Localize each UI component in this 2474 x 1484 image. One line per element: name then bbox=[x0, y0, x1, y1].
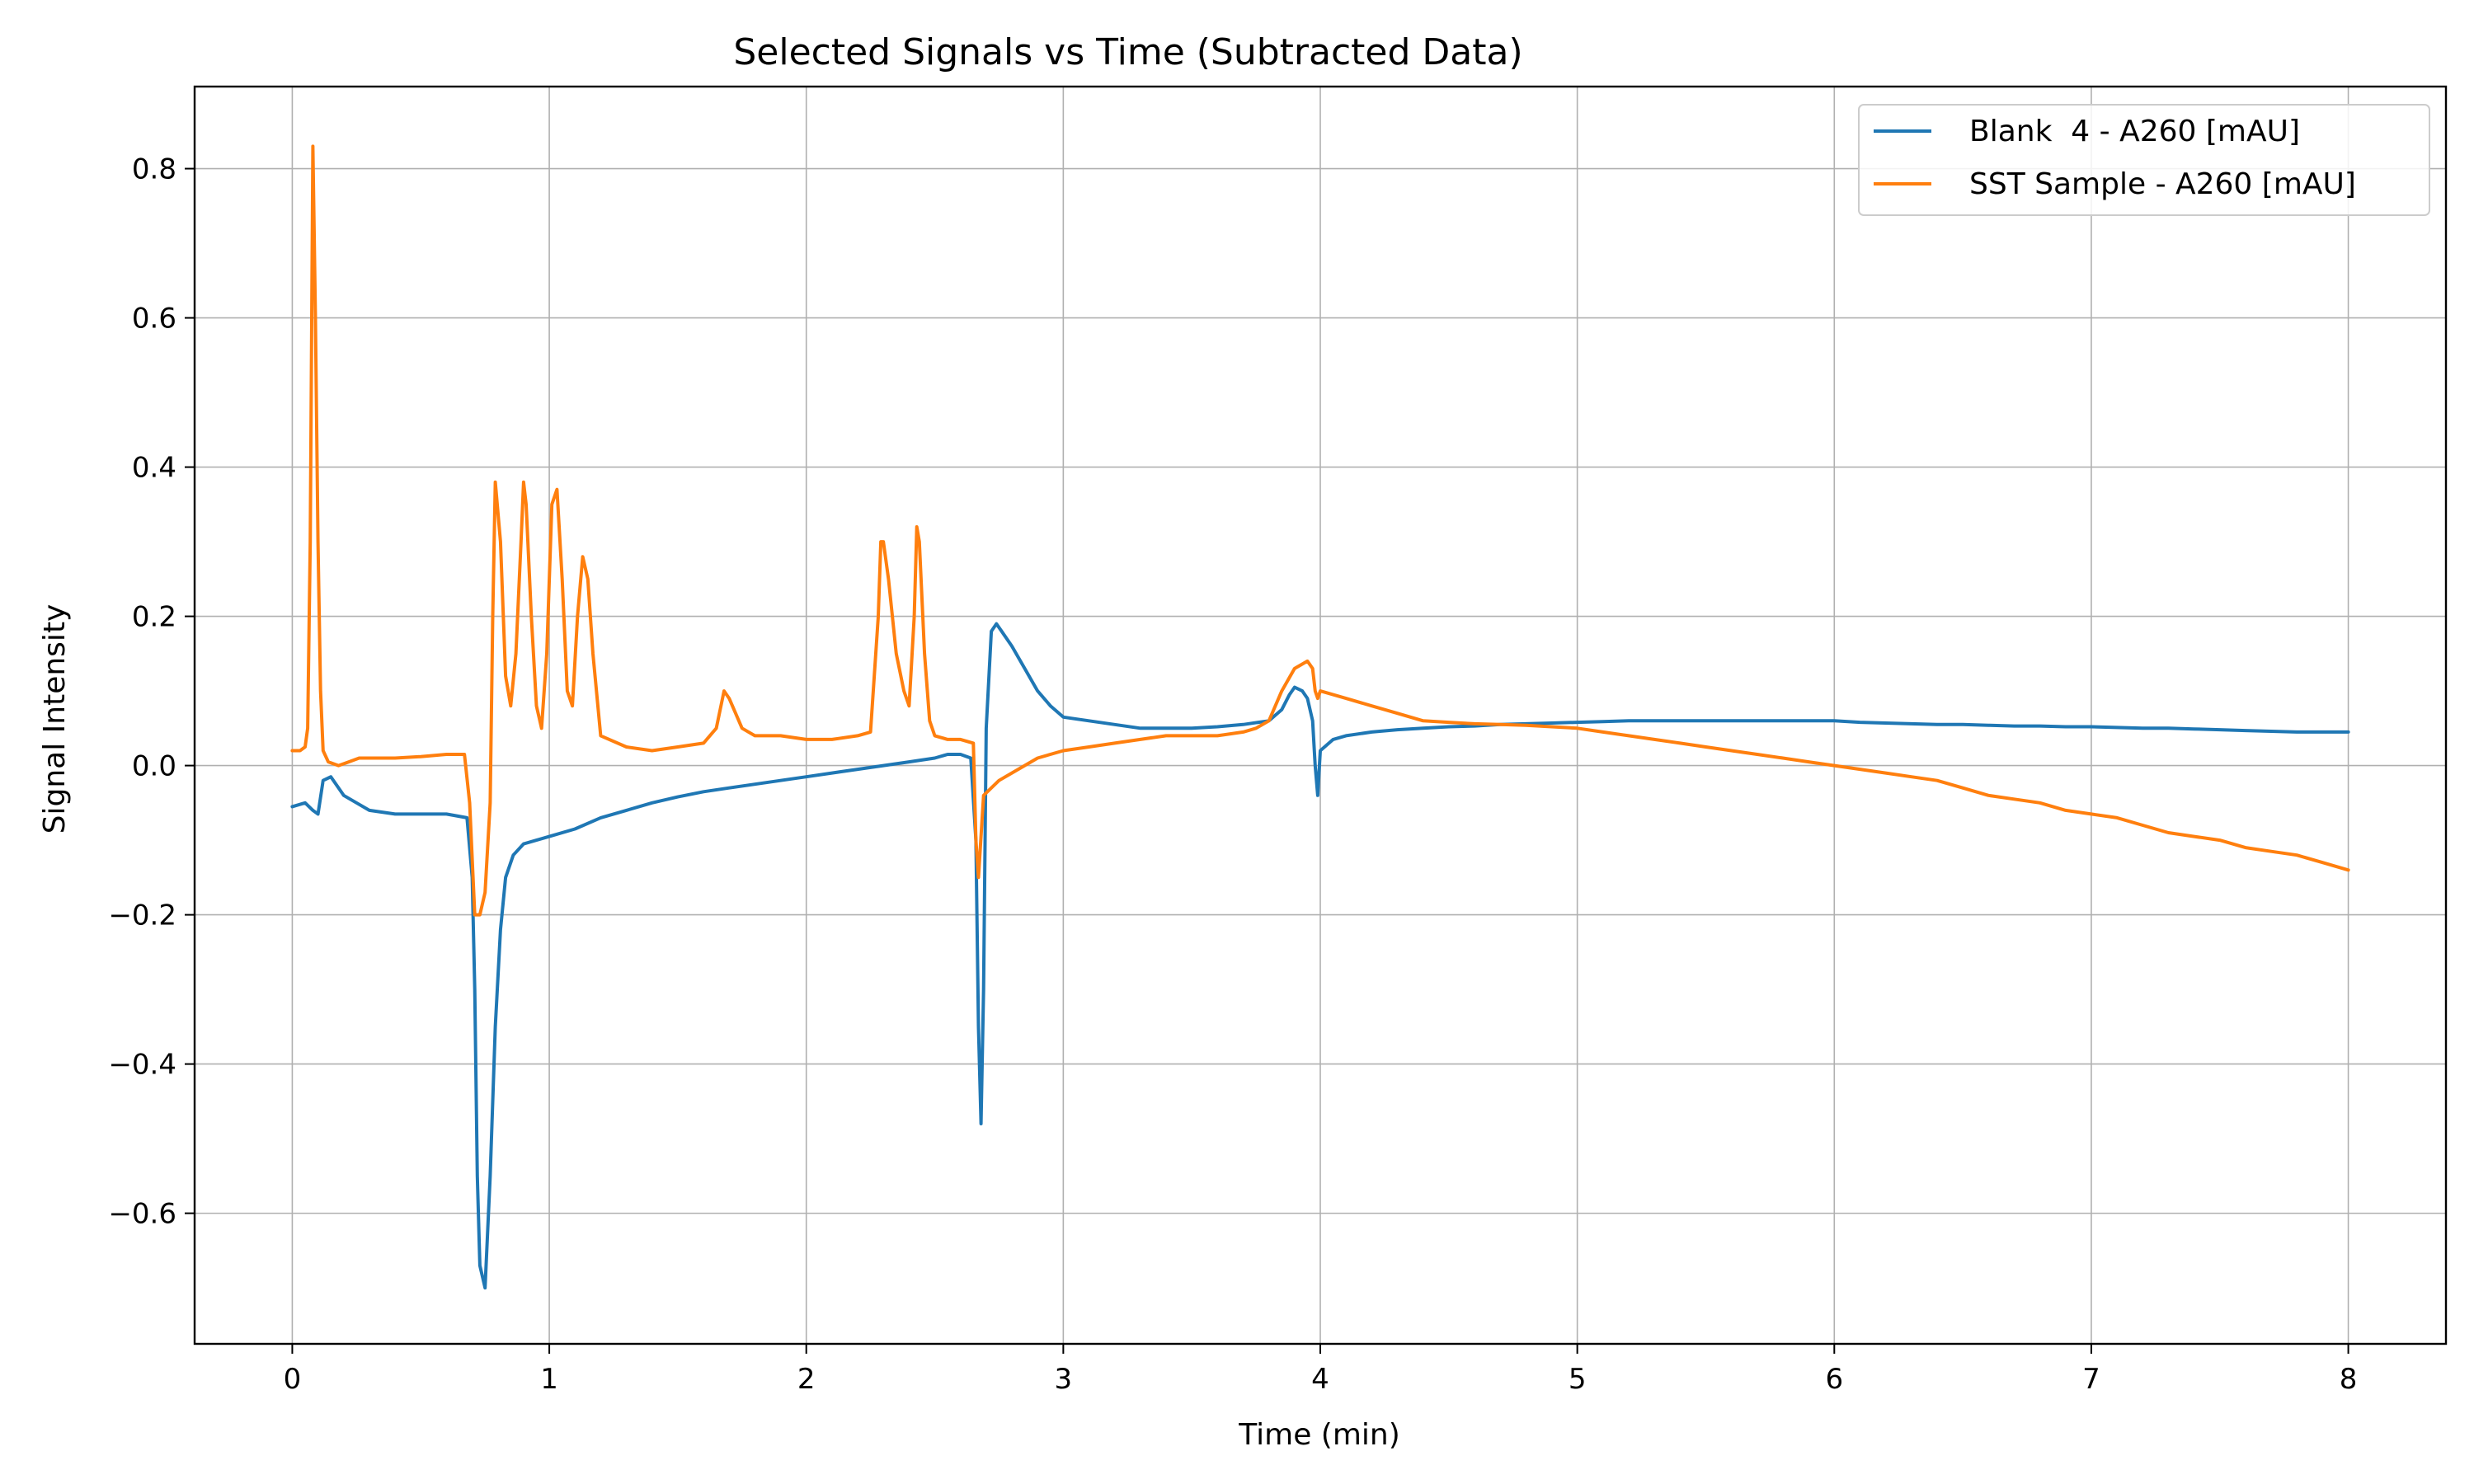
y-tick-label: 0.8 bbox=[132, 153, 176, 186]
x-axis-label: Time (min) bbox=[1238, 1418, 1400, 1452]
legend-box bbox=[1858, 104, 2430, 216]
x-tick-label: 4 bbox=[1311, 1363, 1329, 1396]
y-tick-label: −0.6 bbox=[108, 1198, 176, 1231]
y-axis-label: Signal Intensity bbox=[38, 604, 72, 834]
series-line-blank bbox=[290, 622, 2350, 1290]
x-tick-label: 5 bbox=[1569, 1363, 1587, 1396]
legend-label-blank: Blank 4 - A260 [mAU] bbox=[1969, 115, 2300, 148]
y-tick-label: 0.0 bbox=[132, 750, 176, 783]
x-tick-label: 6 bbox=[1825, 1363, 1843, 1396]
legend-label-sst-sample: SST Sample - A260 [mAU] bbox=[1969, 167, 2356, 201]
x-tick-label: 0 bbox=[284, 1363, 302, 1396]
y-tick-label: 0.6 bbox=[132, 303, 176, 336]
x-tick-label: 7 bbox=[2082, 1363, 2100, 1396]
x-tick-label: 1 bbox=[540, 1363, 558, 1396]
y-tick-label: 0.4 bbox=[132, 452, 176, 485]
axis-ticks: 0 1 2 3 4 5 6 7 8 −0.6 −0.4 −0.2 0.0 0.2 0.4 0.6 0.8 bbox=[108, 153, 2357, 1396]
series-lines bbox=[290, 144, 2350, 1290]
y-tick-label: −0.2 bbox=[108, 899, 176, 932]
x-tick-label: 8 bbox=[2340, 1363, 2358, 1396]
series-line-sst-sample bbox=[290, 144, 2350, 917]
legend: Blank 4 - A260 [mAU] SST Sample - A260 [… bbox=[1858, 104, 2430, 216]
chart-title: Selected Signals vs Time (Subtracted Dat… bbox=[733, 31, 1522, 73]
x-tick-label: 3 bbox=[1055, 1363, 1073, 1396]
x-tick-label: 2 bbox=[797, 1363, 816, 1396]
y-tick-label: −0.4 bbox=[108, 1049, 176, 1082]
y-tick-label: 0.2 bbox=[132, 601, 176, 634]
